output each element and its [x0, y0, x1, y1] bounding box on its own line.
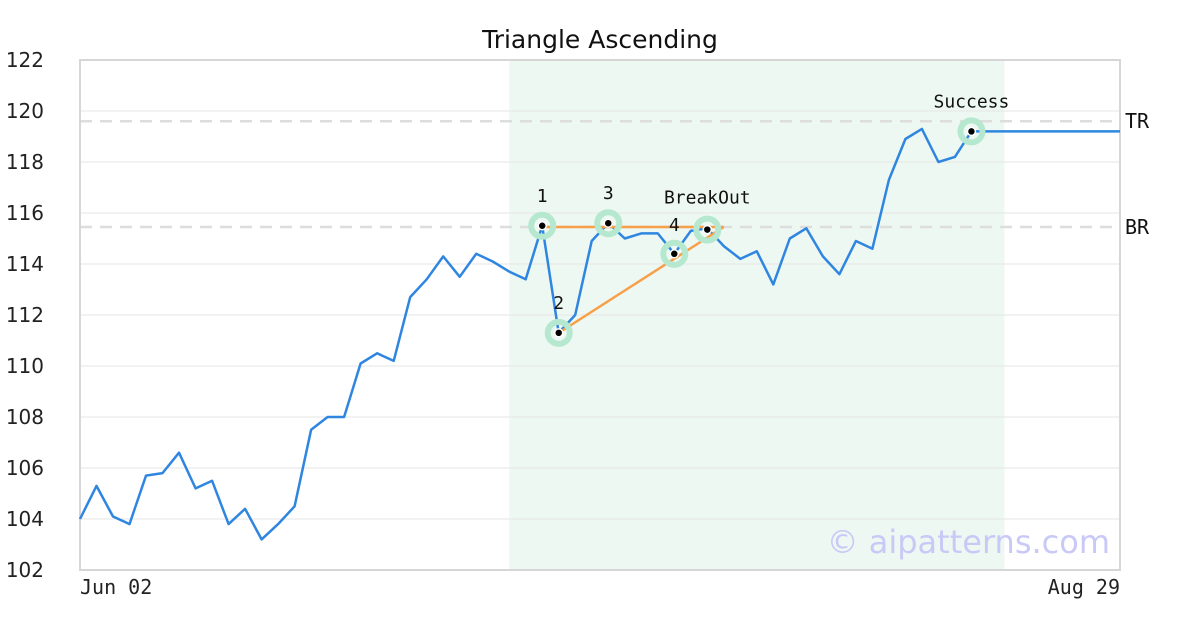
level-label: BR [1125, 215, 1150, 239]
annotation-label: 2 [553, 293, 564, 314]
watermark: © aipatterns.com [827, 523, 1110, 561]
annotation-point [702, 224, 713, 235]
level-label: TR [1125, 109, 1150, 133]
y-tick-label: 104 [6, 507, 44, 531]
x-tick-label: Jun 02 [80, 575, 152, 599]
annotation-ring [957, 117, 986, 146]
annotation-point [603, 218, 614, 228]
annotation-ring [594, 209, 623, 238]
plot-frame [79, 59, 1121, 571]
annotation-ring [693, 215, 722, 244]
y-tick-label: 114 [6, 252, 44, 276]
annotation-ring [528, 211, 557, 240]
y-tick-label: 106 [6, 456, 44, 480]
x-axis: Jun 02 Aug 29 [80, 575, 1120, 599]
annotation-label: 4 [669, 215, 680, 236]
y-tick-label: 112 [6, 303, 44, 327]
pattern-line [558, 225, 725, 334]
chart-title: Triangle Ascending [481, 25, 718, 54]
y-tick-label: 120 [6, 99, 44, 123]
annotation-point [537, 221, 547, 231]
grid-layer [80, 110, 1120, 520]
annotation-ring [544, 318, 573, 347]
y-tick-label: 110 [6, 354, 44, 378]
annotation-point [553, 328, 564, 338]
y-tick-label: 122 [6, 48, 44, 72]
y-tick-label: 108 [6, 405, 44, 429]
annotation-ring [660, 239, 689, 268]
annotation-label: 1 [537, 186, 548, 207]
annotation-layer: 1 2 3 4 BreakOut Success [528, 91, 1009, 347]
y-tick-label: 118 [6, 150, 44, 174]
x-tick-label: Aug 29 [1048, 575, 1120, 599]
annotation-label: Success [933, 91, 1009, 112]
y-axis: 102 104 106 108 110 112 114 116 118 120 122 [6, 48, 44, 582]
pattern-lines-layer [542, 225, 725, 334]
y-tick-label: 116 [6, 201, 44, 225]
annotation-point [669, 249, 680, 259]
annotation-label: 3 [603, 183, 614, 204]
annotation-label: BreakOut [664, 188, 751, 209]
annotation-point [966, 126, 977, 137]
y-tick-label: 102 [6, 558, 44, 582]
